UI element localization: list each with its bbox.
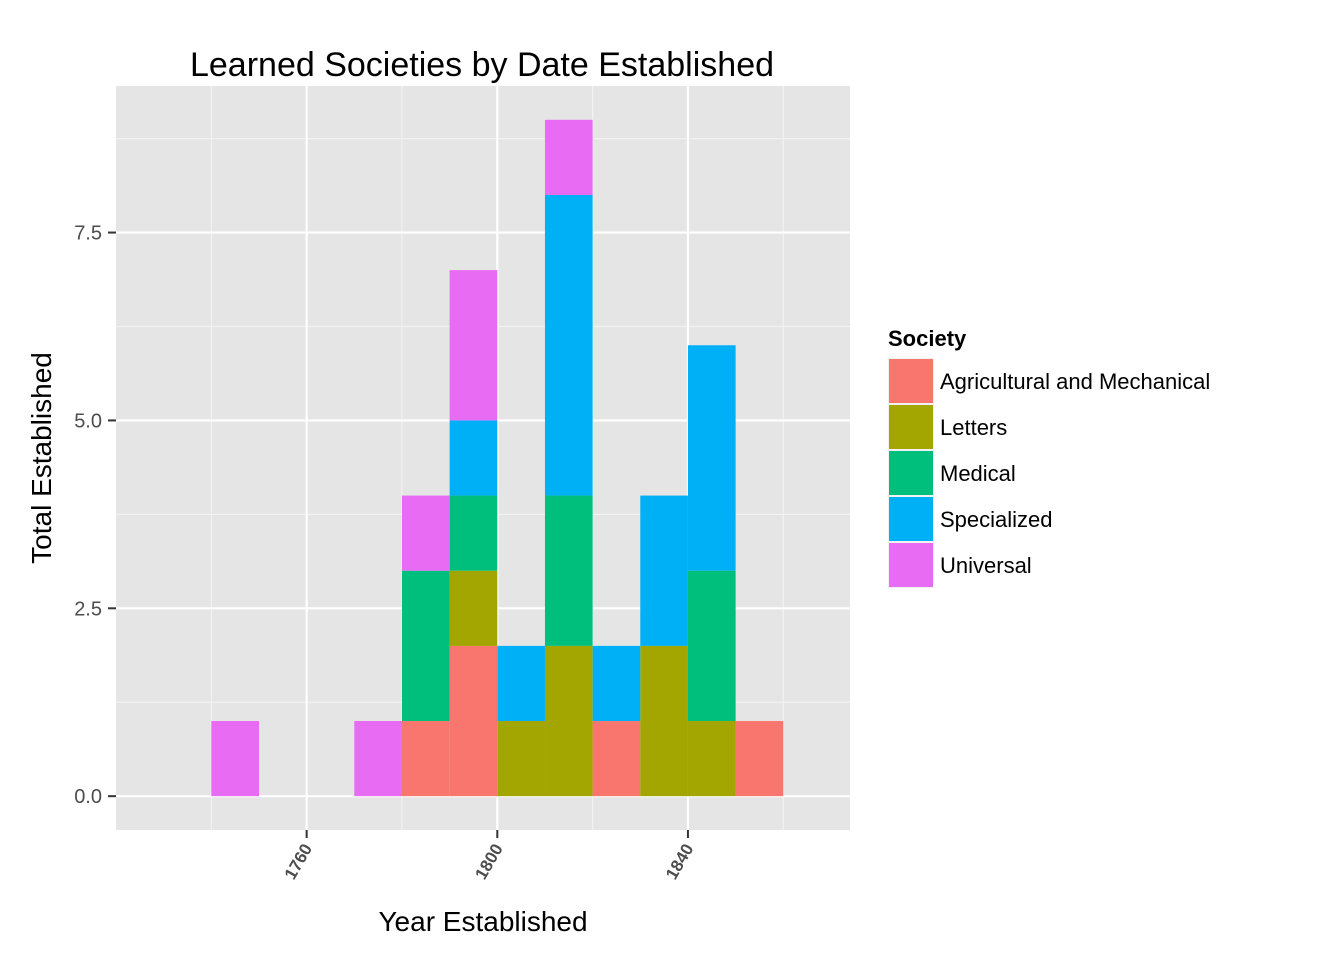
bars-layer — [211, 119, 784, 797]
bar-segment — [449, 645, 498, 797]
bar-segment — [497, 645, 545, 722]
x-tick-label: 1760 — [281, 841, 316, 883]
legend: Society Agricultural and Mechanical Lette… — [888, 326, 1210, 588]
legend-label: Universal — [940, 553, 1032, 578]
legend-label: Letters — [940, 415, 1007, 440]
bar-segment — [401, 495, 450, 571]
x-tick-label: 1840 — [662, 841, 697, 883]
y-tick-label: 0.0 — [74, 786, 102, 808]
bar-segment — [544, 119, 593, 195]
bar-segment — [640, 495, 688, 646]
bar-segment — [544, 645, 593, 797]
legend-key — [889, 497, 933, 541]
bar-segment — [497, 721, 545, 797]
x-tick-label: 1800 — [471, 841, 506, 883]
bar-segment — [735, 721, 784, 797]
bar-segment — [544, 194, 593, 496]
y-tick-label: 2.5 — [74, 598, 102, 620]
legend-key — [889, 359, 933, 403]
y-axis-title: Total Established — [26, 352, 57, 564]
bar-segment — [211, 721, 259, 797]
legend-label: Specialized — [940, 507, 1053, 532]
bar-segment — [544, 495, 593, 646]
bar-segment — [592, 721, 641, 797]
bar-segment — [449, 570, 498, 646]
bar-segment — [640, 645, 688, 797]
bar-segment — [401, 570, 450, 722]
bar-segment — [687, 570, 736, 722]
x-axis-title: Year Established — [378, 906, 587, 937]
y-axis: 0.0 2.5 5.0 7.5 — [74, 223, 116, 808]
y-tick-label: 5.0 — [74, 410, 102, 432]
legend-key — [889, 543, 933, 587]
bar-segment — [354, 721, 402, 797]
bar-segment — [449, 495, 498, 571]
y-tick-label: 7.5 — [74, 223, 102, 245]
bar-segment — [592, 645, 641, 722]
bar-segment — [401, 721, 450, 797]
legend-key — [889, 451, 933, 495]
bar-segment — [449, 270, 498, 421]
bar-segment — [687, 345, 736, 571]
chart-title: Learned Societies by Date Established — [190, 46, 774, 84]
legend-items: Agricultural and Mechanical Letters Medica… — [888, 358, 1210, 588]
legend-label: Medical — [940, 461, 1016, 486]
bar-segment — [449, 420, 498, 496]
legend-title: Society — [888, 326, 967, 351]
x-axis: 1760 1800 1840 — [281, 830, 697, 883]
bar-segment — [687, 721, 736, 797]
legend-key — [889, 405, 933, 449]
legend-label: Agricultural and Mechanical — [940, 369, 1210, 394]
